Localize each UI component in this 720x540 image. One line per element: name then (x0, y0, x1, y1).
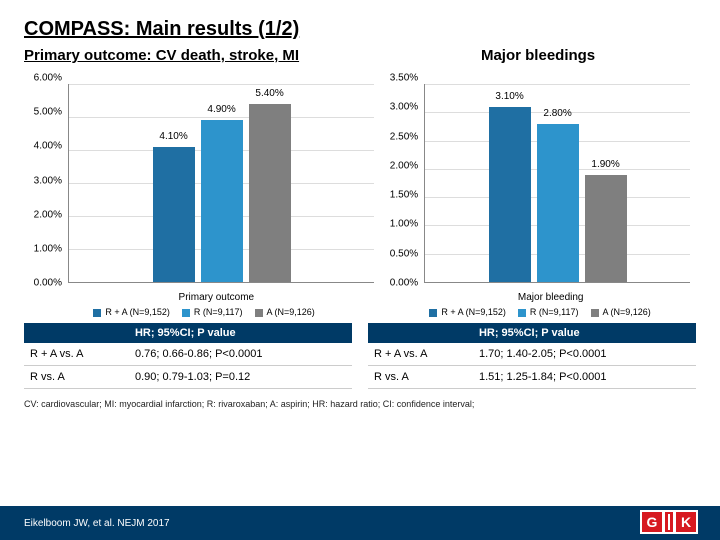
table-primary-outcome: HR; 95%CI; P value R + A vs. A0.76; 0.66… (24, 323, 352, 389)
y-tick-label: 2.00% (390, 160, 418, 171)
y-tick-label: 1.00% (390, 219, 418, 230)
legend-item: A (N=9,126) (587, 307, 651, 317)
chart-major-bleeding: 0.00%0.50%1.00%1.50%2.00%2.50%3.00%3.50%… (380, 78, 696, 313)
slide-title: COMPASS: Main results (1/2) (24, 18, 696, 41)
legend-swatch (93, 309, 101, 317)
bar: 1.90% (585, 175, 627, 282)
y-tick-label: 1.50% (390, 190, 418, 201)
bar: 3.10% (489, 107, 531, 282)
bar: 2.80% (537, 124, 579, 282)
bar-label: 2.80% (543, 108, 571, 119)
y-tick-label: 0.00% (390, 278, 418, 289)
legend-swatch (255, 309, 263, 317)
legend-item: R + A (N=9,152) (425, 307, 506, 317)
legend-item: R (N=9,117) (178, 307, 243, 317)
chart-primary-outcome: 0.00%1.00%2.00%3.00%4.00%5.00%6.00% 4.10… (24, 78, 380, 313)
legend-swatch (518, 309, 526, 317)
subtitle-left: Primary outcome: CV death, stroke, MI (24, 47, 380, 64)
legend-item: A (N=9,126) (251, 307, 315, 317)
y-tick-label: 2.50% (390, 131, 418, 142)
legend-swatch (591, 309, 599, 317)
y-tick-label: 3.00% (390, 102, 418, 113)
bar-label: 5.40% (255, 88, 283, 99)
table-row: R + A vs. A1.70; 1.40-2.05; P<0.0001 (368, 343, 696, 366)
y-tick-label: 5.00% (34, 107, 62, 118)
y-tick-label: 0.00% (34, 278, 62, 289)
y-tick-label: 3.50% (390, 73, 418, 84)
bar: 4.10% (153, 147, 195, 282)
subtitle-right: Major bleedings (380, 47, 696, 64)
abbreviations: CV: cardiovascular; MI: myocardial infar… (24, 399, 696, 409)
bar: 5.40% (249, 104, 291, 282)
legend-item: R + A (N=9,152) (89, 307, 170, 317)
table-row: R + A vs. A0.76; 0.66-0.86; P<0.0001 (24, 343, 352, 366)
y-tick-label: 1.00% (34, 243, 62, 254)
y-tick-label: 2.00% (34, 209, 62, 220)
footer-bar: Eikelboom JW, et al. NEJM 2017 (0, 506, 720, 540)
y-tick-label: 4.00% (34, 141, 62, 152)
y-tick-label: 3.00% (34, 175, 62, 186)
legend-item: R (N=9,117) (514, 307, 579, 317)
table-major-bleeding: HR; 95%CI; P value R + A vs. A1.70; 1.40… (368, 323, 696, 389)
table-row: R vs. A0.90; 0.79-1.03; P=0.12 (24, 366, 352, 389)
x-title-left: Primary outcome (179, 292, 255, 303)
y-tick-label: 6.00% (34, 73, 62, 84)
bar: 4.90% (201, 120, 243, 282)
legend-swatch (182, 309, 190, 317)
bar-label: 4.90% (207, 104, 235, 115)
x-title-right: Major bleeding (518, 292, 584, 303)
bar-label: 3.10% (495, 91, 523, 102)
gk-logo (640, 510, 698, 534)
y-tick-label: 0.50% (390, 248, 418, 259)
table-row: R vs. A1.51; 1.25-1.84; P<0.0001 (368, 366, 696, 389)
bar-label: 4.10% (159, 131, 187, 142)
bar-label: 1.90% (591, 159, 619, 170)
legend-swatch (429, 309, 437, 317)
reference: Eikelboom JW, et al. NEJM 2017 (24, 518, 170, 529)
